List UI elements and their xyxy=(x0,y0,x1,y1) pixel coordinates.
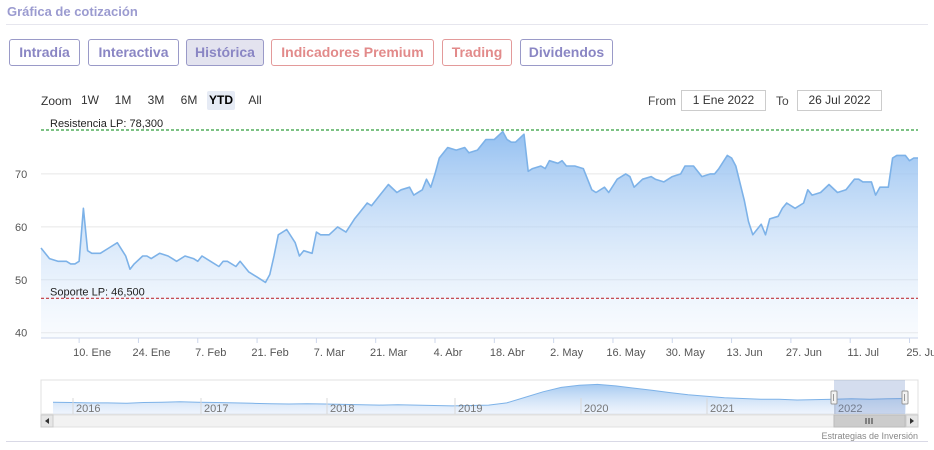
x-tick-label: 16. May xyxy=(606,347,646,359)
page-title: Gráfica de cotización xyxy=(7,4,138,19)
x-tick-label: 10. Ene xyxy=(73,347,111,359)
navigator-year-label: 2021 xyxy=(710,403,734,415)
tab-trading[interactable]: Trading xyxy=(442,39,512,66)
x-tick-label: 18. Abr xyxy=(490,347,525,359)
series-line xyxy=(40,130,918,284)
chart-credit: Estrategias de Inversión xyxy=(821,431,918,441)
zoom-label: Zoom xyxy=(41,94,72,108)
scrollbar-grip xyxy=(865,418,873,424)
y-tick-label: 70 xyxy=(15,169,27,181)
annotations: Resistencia LP: 78,300 Soporte LP: 46,500 xyxy=(41,118,918,299)
navigator-area xyxy=(53,384,906,414)
zoom-ytd-button[interactable]: YTD xyxy=(207,91,235,110)
x-tick-label: 21. Feb xyxy=(251,347,288,359)
y-tick-label: 40 xyxy=(15,328,27,340)
x-tick-label: 11. Jul xyxy=(847,347,879,359)
range-from-input[interactable]: 1 Ene 2022 xyxy=(681,90,766,111)
range-to-label: To xyxy=(776,94,789,108)
y-axis: 40 50 60 70 xyxy=(15,169,27,340)
navigator-year-label: 2022 xyxy=(838,403,862,415)
series-area xyxy=(41,131,918,338)
x-axis: 10. Ene 24. Ene 7. Feb 21. Feb 7. Mar 21. Mar… xyxy=(41,337,934,359)
x-tick-label: 21. Mar xyxy=(370,347,408,359)
footer-divider xyxy=(6,441,928,442)
navigator[interactable]: 2016 2017 2018 2019 2020 2021 2022 xyxy=(40,379,919,428)
navigator-year-label: 2020 xyxy=(584,403,608,415)
navigator-line xyxy=(52,383,907,407)
zoom-all-button[interactable]: All xyxy=(248,93,262,107)
navigator-selection[interactable] xyxy=(834,380,905,414)
tab-indicadores-premium[interactable]: Indicadores Premium xyxy=(271,39,434,66)
zoom-6m-button[interactable]: 6M xyxy=(180,93,198,107)
x-tick-label: 24. Ene xyxy=(132,347,170,359)
zoom-1m-button[interactable]: 1M xyxy=(114,93,132,107)
tab-intradia[interactable]: Intradía xyxy=(9,39,80,66)
x-tick-label: 13. Jun xyxy=(727,347,763,359)
arrow-right-icon xyxy=(910,418,914,424)
zoom-1w-button[interactable]: 1W xyxy=(81,93,99,107)
title-divider xyxy=(6,24,928,25)
y-tick-label: 60 xyxy=(15,222,27,234)
range-from-label: From xyxy=(648,94,676,108)
price-series xyxy=(40,130,918,338)
navigator-year-label: 2018 xyxy=(330,403,354,415)
zoom-3m-button[interactable]: 3M xyxy=(147,93,165,107)
x-tick-label: 7. Feb xyxy=(195,347,226,359)
x-tick-label: 4. Abr xyxy=(434,347,463,359)
tab-historica[interactable]: Histórica xyxy=(186,39,264,66)
navigator-year-label: 2019 xyxy=(458,403,482,415)
navigator-year-label: 2017 xyxy=(204,403,228,415)
navigator-year-label: 2016 xyxy=(76,403,100,415)
x-tick-label: 2. May xyxy=(550,347,584,359)
x-tick-label: 7. Mar xyxy=(314,347,346,359)
range-to-input[interactable]: 26 Jul 2022 xyxy=(797,90,882,111)
x-tick-label: 27. Jun xyxy=(786,347,822,359)
support-line-label: Soporte LP: 46,500 xyxy=(50,286,145,298)
tab-interactiva[interactable]: Interactiva xyxy=(88,39,179,66)
y-tick-label: 50 xyxy=(15,275,27,287)
x-tick-label: 30. May xyxy=(666,347,706,359)
scrollbar-track[interactable] xyxy=(40,414,919,428)
x-tick-label: 25. Jul xyxy=(906,347,934,359)
arrow-left-icon xyxy=(45,418,49,424)
tab-dividendos[interactable]: Dividendos xyxy=(520,39,613,66)
resistance-line-label: Resistencia LP: 78,300 xyxy=(50,118,163,130)
